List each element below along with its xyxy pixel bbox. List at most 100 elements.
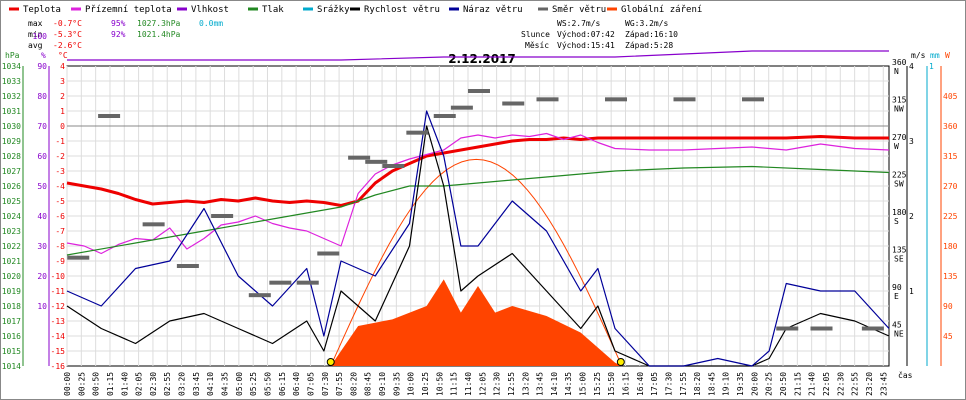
x-tick-label: 06:40 — [292, 372, 301, 396]
hpa-tick: 1021 — [2, 257, 21, 266]
dir-tick: 270 — [892, 133, 907, 142]
wind-direction-mark — [776, 326, 799, 331]
temp-tick: -16 — [51, 362, 66, 371]
wind-direction-mark — [406, 130, 429, 135]
dir-letter: SE — [894, 255, 904, 264]
x-tick-label: 19:10 — [722, 372, 731, 396]
legend-label: Přízemní teplota — [85, 5, 172, 15]
x-tick-label: 13:20 — [521, 372, 530, 396]
stat-avg-label: avg — [28, 41, 43, 50]
x-unit: čas — [898, 370, 913, 380]
x-tick-label: 07:05 — [306, 372, 315, 396]
x-tick-label: 00:00 — [63, 372, 72, 396]
x-tick-label: 07:30 — [321, 372, 330, 396]
wind-direction-mark — [605, 97, 627, 102]
pct-tick: 40 — [37, 212, 47, 221]
x-tick-label: 02:30 — [149, 372, 158, 396]
x-tick-label: 12:05 — [478, 372, 487, 396]
temp-tick: -15 — [51, 347, 66, 356]
radiation-area — [330, 279, 622, 366]
legend-label: Srážky — [317, 5, 350, 15]
ms-unit: m/s — [911, 51, 926, 60]
dir-tick: 315 — [892, 96, 907, 105]
dir-tick: 225 — [892, 171, 907, 180]
x-tick-label: 17:55 — [679, 372, 688, 396]
info-moon-rise: Východ:15:41 — [557, 41, 615, 50]
ms-tick: 2 — [909, 212, 914, 221]
x-tick-label: 20:50 — [779, 372, 788, 396]
series-vlhkost — [67, 50, 889, 61]
wind-direction-mark — [810, 326, 833, 331]
x-tick-label: 15:25 — [593, 372, 602, 396]
stat-max-rain: 0.0mm — [199, 19, 223, 28]
temp-tick: -1 — [55, 137, 65, 146]
dir-letter: NE — [894, 330, 904, 339]
w-tick: 180 — [943, 242, 958, 251]
dir-letter: S — [894, 217, 899, 226]
wind-direction-mark — [742, 97, 764, 102]
x-tick-label: 21:40 — [808, 372, 817, 396]
pct-tick: 90 — [37, 62, 47, 71]
temp-tick: -2 — [55, 152, 65, 161]
temp-tick: -5 — [55, 197, 65, 206]
x-tick-label: 02:05 — [135, 372, 144, 396]
x-tick-label: 16:40 — [636, 372, 645, 396]
wind-direction-mark — [296, 280, 319, 285]
dir-letter: N — [894, 67, 899, 76]
wind-direction-mark — [176, 264, 199, 268]
x-tick-label: 01:15 — [106, 372, 115, 396]
legend-label: Tlak — [262, 5, 284, 15]
w-tick: 360 — [943, 122, 958, 131]
stats-block: max -0.7°C 95% 1027.3hPa 0.0mm min -5.3°… — [28, 19, 223, 50]
wind-direction-mark — [861, 326, 884, 331]
legend-label: Globální záření — [621, 5, 702, 15]
temp-tick: 1 — [60, 107, 65, 116]
x-tick-label: 16:15 — [622, 372, 631, 396]
hpa-tick: 1018 — [2, 302, 21, 311]
series-tlak — [66, 165, 890, 256]
series-teplota — [66, 135, 889, 207]
temp-tick: -10 — [51, 272, 66, 281]
temp-tick: -4 — [55, 182, 65, 191]
hpa-tick: 1027 — [2, 167, 21, 176]
dir-tick: 45 — [892, 321, 902, 330]
grid: 00:00 00:25 00:50 01:15 01:40 02:05 02:30 02:55… — [63, 66, 889, 396]
w-tick: 90 — [943, 302, 953, 311]
series-náraz-větru — [66, 110, 890, 367]
wind-direction-mark — [348, 155, 371, 160]
temp-tick: 3 — [60, 77, 65, 86]
w-tick: 225 — [943, 212, 958, 221]
hpa-tick: 1023 — [2, 227, 21, 236]
x-tick-label: 03:20 — [178, 372, 187, 396]
x-tick-label: 08:45 — [364, 372, 373, 396]
hpa-tick: 1016 — [2, 332, 21, 341]
mm-unit: mm — [930, 51, 940, 60]
w-unit: W — [945, 51, 950, 60]
temp-unit: °C — [58, 51, 68, 60]
info-wg: WG:3.2m/s — [625, 19, 669, 28]
wind-direction-mark — [98, 114, 121, 118]
hpa-tick: 1017 — [2, 317, 21, 326]
stat-min-hum: 92% — [111, 30, 126, 39]
stat-max-temp: -0.7°C — [53, 19, 82, 28]
w-tick: 270 — [943, 182, 958, 191]
wind-direction-mark — [502, 101, 525, 106]
x-tick-label: 04:10 — [206, 372, 215, 396]
w-tick: 45 — [943, 332, 953, 341]
info-mesic: Měsíc — [525, 41, 549, 50]
x-tick-label: 22:55 — [851, 372, 860, 396]
x-tick-label: 15:00 — [579, 372, 588, 396]
series-rychlost-větru — [66, 125, 890, 367]
x-tick-label: 04:35 — [221, 372, 230, 396]
x-tick-label: 22:30 — [836, 372, 845, 396]
astro-info: WS:2.7m/s WG:3.2m/s Slunce Východ:07:42 … — [521, 19, 678, 50]
temp-tick: 4 — [60, 62, 65, 71]
legend-label: Teplota — [23, 5, 61, 15]
x-tick-label: 10:50 — [435, 372, 444, 396]
hpa-tick: 1020 — [2, 272, 21, 281]
hpa-tick: 1030 — [2, 122, 21, 131]
x-tick-label: 06:15 — [278, 372, 287, 396]
x-tick-label: 17:30 — [664, 372, 673, 396]
legend-label: Náraz větru — [463, 5, 523, 15]
